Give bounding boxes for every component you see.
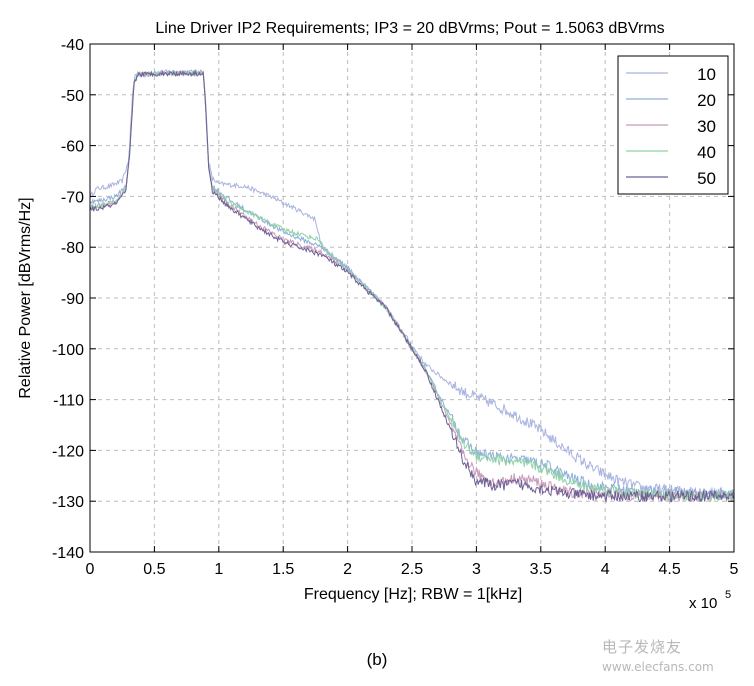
legend-label-50: 50 bbox=[697, 169, 716, 188]
legend-label-10: 10 bbox=[697, 65, 716, 84]
x-tick-label: 0 bbox=[86, 561, 95, 578]
y-tick-label: -140 bbox=[52, 545, 84, 562]
legend: 10 20 30 40 50 bbox=[617, 55, 729, 195]
y-tick-label: -50 bbox=[61, 88, 84, 105]
watermark: 电子发烧友 www.elecfans.com bbox=[602, 636, 754, 675]
watermark-cn: 电子发烧友 bbox=[602, 638, 683, 656]
y-tick-label: -70 bbox=[61, 189, 84, 206]
legend-label-20: 20 bbox=[697, 91, 716, 110]
x-tick-label: 2.5 bbox=[401, 561, 423, 578]
x-tick-label: 0.5 bbox=[143, 561, 165, 578]
y-tick-label: -40 bbox=[61, 37, 84, 54]
y-tick-label: -80 bbox=[61, 240, 84, 257]
chart-title: Line Driver IP2 Requirements; IP3 = 20 d… bbox=[155, 20, 664, 37]
tick-labels: 0 0.5 1 1.5 2 2.5 3 3.5 4 4.5 5 -40 -50 -60 -70 -80 -90 -… bbox=[52, 37, 739, 578]
y-tick-label: -110 bbox=[53, 393, 84, 410]
x-tick-label: 3 bbox=[472, 561, 481, 578]
y-tick-label: -120 bbox=[52, 443, 84, 460]
watermark-en: www.elecfans.com bbox=[602, 660, 714, 674]
legend-label-40: 40 bbox=[697, 143, 716, 162]
x-tick-label: 1 bbox=[214, 561, 223, 578]
series-layer bbox=[89, 68, 735, 504]
chart: 0 0.5 1 1.5 2 2.5 3 3.5 4 4.5 5 -40 -50 -60 -70 -80 -90 -… bbox=[17, 20, 739, 612]
x-tick-label: 4.5 bbox=[658, 561, 680, 578]
y-tick-label: -100 bbox=[52, 342, 84, 359]
y-axis-label: Relative Power [dBVrms/Hz] bbox=[17, 197, 34, 398]
x-tick-label: 2 bbox=[343, 561, 352, 578]
y-tick-label: -130 bbox=[52, 494, 84, 511]
x-tick-label: 3.5 bbox=[530, 561, 552, 578]
x-multiplier: x 10 5 bbox=[689, 589, 731, 612]
legend-label-30: 30 bbox=[697, 117, 716, 136]
x-axis-label: Frequency [Hz]; RBW = 1[kHz] bbox=[304, 586, 522, 603]
x-multiplier-exponent: 5 bbox=[725, 589, 731, 601]
x-tick-label: 4 bbox=[601, 561, 610, 578]
x-tick-label: 1.5 bbox=[272, 561, 294, 578]
ticks bbox=[89, 43, 735, 553]
x-multiplier-label: x 10 bbox=[689, 595, 717, 612]
figure-caption: (b) bbox=[366, 650, 388, 669]
y-tick-label: -60 bbox=[61, 139, 84, 156]
x-tick-label: 5 bbox=[730, 561, 739, 578]
y-tick-label: -90 bbox=[61, 291, 84, 308]
series-line-50 bbox=[89, 69, 735, 504]
